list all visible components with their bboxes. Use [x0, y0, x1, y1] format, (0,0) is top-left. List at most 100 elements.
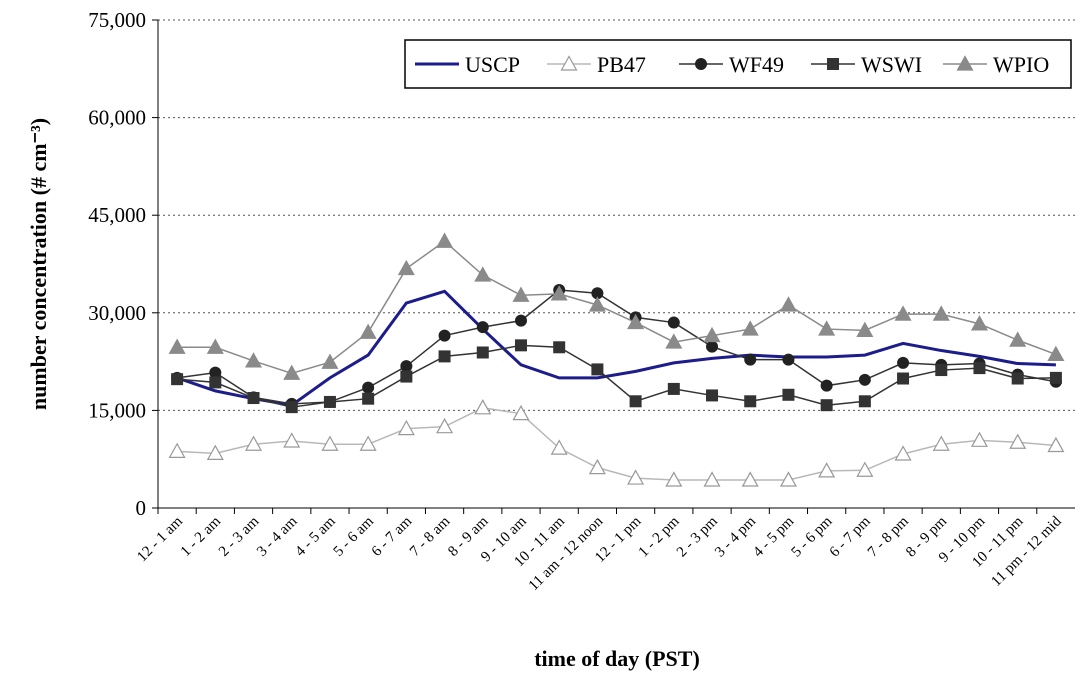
point [970, 315, 988, 331]
point [400, 360, 413, 373]
point [588, 296, 606, 312]
legend-label: PB47 [597, 52, 646, 77]
legend-marker [560, 55, 578, 71]
point [894, 305, 912, 321]
point [438, 329, 451, 342]
legend-marker [956, 55, 974, 71]
point [782, 388, 795, 401]
point [894, 445, 912, 461]
point [397, 259, 415, 276]
point [362, 381, 375, 394]
point [321, 435, 339, 451]
point [667, 382, 680, 395]
point [168, 338, 186, 354]
series-line [177, 344, 1056, 408]
point [245, 352, 263, 368]
point [897, 356, 910, 369]
x-tick-label: 11 pm - 12 mid [988, 513, 1065, 590]
point [474, 266, 492, 282]
point [744, 395, 757, 408]
point [779, 296, 797, 312]
point [1009, 331, 1027, 347]
point [438, 350, 451, 363]
point [1049, 371, 1062, 384]
x-tick-label: 6 - 7 pm [827, 513, 874, 560]
point [1047, 345, 1065, 362]
point [168, 442, 186, 458]
point [973, 362, 986, 375]
point [514, 339, 527, 352]
point [436, 417, 454, 434]
legend-label: WF49 [729, 52, 784, 77]
y-tick-label: 15,000 [88, 398, 146, 422]
point [744, 353, 757, 366]
point [359, 435, 377, 451]
point [970, 431, 988, 447]
point [703, 471, 721, 487]
x-tick-label: 1 - 2 am [178, 513, 225, 560]
point [476, 346, 489, 359]
x-tick-label: 4 - 5 am [292, 513, 339, 560]
y-tick-label: 75,000 [88, 8, 146, 32]
point [741, 320, 759, 336]
x-tick-label: 4 - 5 pm [750, 513, 797, 560]
point [512, 404, 530, 421]
x-tick-label: 5 - 6 am [331, 513, 378, 560]
y-tick-label: 60,000 [88, 106, 146, 130]
y-tick-label: 30,000 [88, 301, 146, 325]
x-tick-label: 5 - 6 pm [789, 513, 836, 560]
point [1009, 433, 1027, 449]
series-line [177, 407, 1056, 481]
point [285, 401, 298, 414]
point [591, 363, 604, 376]
series-line [176, 289, 1056, 407]
x-tick-label: 2 - 3 pm [674, 513, 721, 560]
series-line [177, 240, 1057, 375]
point [665, 471, 683, 487]
point [397, 419, 415, 436]
point [476, 321, 489, 334]
point [858, 395, 871, 408]
point [323, 395, 336, 408]
point [818, 320, 836, 336]
point [209, 376, 222, 389]
point [400, 370, 413, 383]
x-tick-label: 7 - 8 pm [865, 513, 912, 560]
legend-marker [827, 58, 839, 70]
y-tick-label: 0 [136, 496, 147, 520]
point [206, 338, 224, 354]
point [514, 314, 527, 327]
y-tick-label: 45,000 [88, 203, 146, 227]
point [629, 395, 642, 408]
point [703, 326, 721, 343]
point [741, 471, 759, 487]
y-axis-label: number concentration (# cm⁻³) [26, 118, 51, 410]
point [665, 333, 683, 349]
point [627, 313, 645, 330]
x-tick-label: 2 - 3 am [216, 513, 263, 560]
point [818, 462, 836, 478]
x-tick-label: 7 - 8 am [407, 513, 454, 560]
point [474, 399, 492, 415]
x-tick-label: 3 - 4 pm [712, 513, 759, 560]
point [362, 392, 375, 405]
point [1047, 436, 1065, 453]
point [897, 372, 910, 385]
point [856, 461, 874, 477]
point [932, 435, 950, 451]
point [245, 435, 263, 451]
legend-label: USCP [465, 52, 520, 77]
point [932, 305, 950, 321]
point [283, 364, 301, 380]
point [436, 232, 454, 248]
legend: USCP PB47 WF49 WSWI WPIO [404, 39, 1072, 89]
point [858, 373, 871, 386]
x-axis-label: time of day (PST) [534, 646, 700, 671]
legend-marker [695, 58, 707, 70]
point [667, 316, 680, 329]
point [627, 469, 645, 485]
point [550, 285, 568, 301]
point [782, 353, 795, 366]
point [247, 392, 260, 405]
